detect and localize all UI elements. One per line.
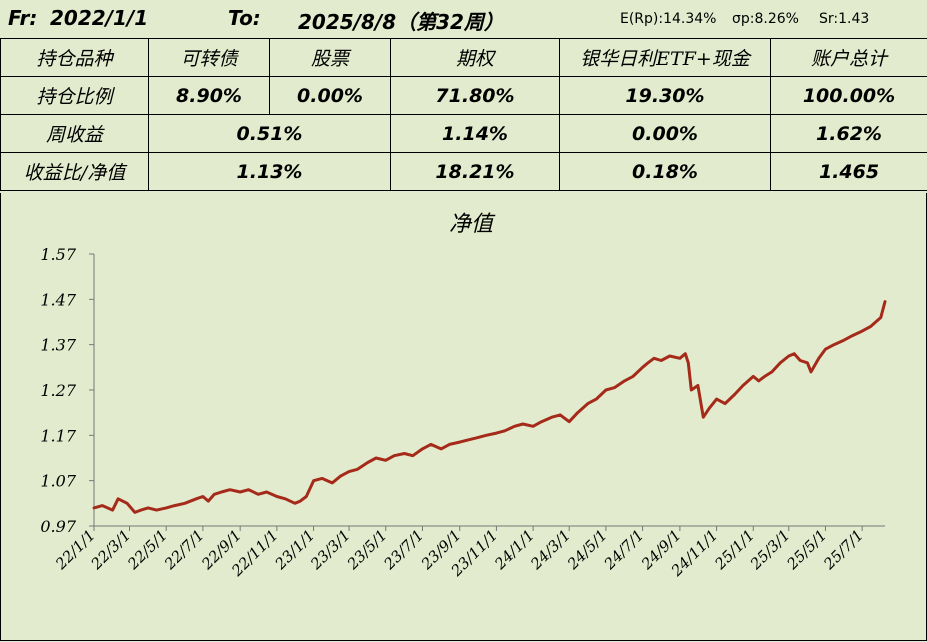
- table-cell: 0.18%: [559, 152, 771, 191]
- table-cell: 1.465: [770, 152, 927, 191]
- header-bar: Fr: 2022/1/1 To: 2025/8/8（第32周） E(Rp):14…: [0, 0, 927, 38]
- volatility: σp:8.26%: [732, 11, 799, 27]
- header-cell: 持仓品种: [0, 38, 149, 77]
- x-tick-label: 23/1/1: [271, 526, 319, 574]
- x-tick-label: 25/3/1: [746, 526, 794, 574]
- series-layer: [92, 300, 887, 514]
- x-tick-label: 25/1/1: [711, 526, 759, 574]
- header-cell: 股票: [269, 38, 391, 77]
- x-tick-label: 22/5/1: [123, 526, 171, 574]
- table-cell: 0.00%: [269, 76, 391, 115]
- row-label: 持仓比例: [0, 76, 149, 115]
- x-tick-label: 24/5/1: [563, 526, 611, 574]
- table-cell: 71.80%: [390, 76, 560, 115]
- table-cell: 1.13%: [148, 152, 391, 191]
- from-date: 2022/1/1: [50, 6, 149, 30]
- y-tick-label: 0.97: [40, 517, 76, 536]
- expected-return: E(Rp):14.34%: [620, 11, 717, 27]
- table-row: 周收益 0.51% 1.14% 0.00% 1.62%: [0, 114, 927, 153]
- sharpe-ratio: Sr:1.43: [819, 11, 870, 27]
- table-cell: 1.62%: [770, 114, 927, 153]
- x-tick-label: 22/3/1: [87, 526, 135, 574]
- y-axis: 0.97 1.07 1.17 1.27 1.37 1.47 1.57: [40, 245, 95, 536]
- table-cell: 18.21%: [390, 152, 560, 191]
- nav-series-line: [92, 300, 887, 514]
- x-tick-label: 22/7/1: [160, 526, 208, 574]
- table-cell: 100.00%: [770, 76, 927, 115]
- header-cell: 银华日利ETF+现金: [559, 38, 771, 77]
- x-tick-label: 24/1/1: [490, 526, 538, 574]
- row-label: 收益比/净值: [0, 152, 149, 191]
- table-cell: 19.30%: [559, 76, 771, 115]
- nav-line-chart: 净值 0.97 1.07 1.17 1.27 1.37 1.47 1.57 22/1/122…: [40, 212, 887, 580]
- chart-title: 净值: [449, 212, 496, 237]
- table-cell: 0.00%: [559, 114, 771, 153]
- to-date: 2025/8/8（第32周）: [298, 10, 504, 34]
- x-axis: 22/1/122/3/122/5/122/7/122/9/122/11/123/…: [51, 525, 885, 580]
- y-tick-label: 1.27: [40, 381, 76, 400]
- x-tick-label: 23/3/1: [306, 526, 354, 574]
- table-cell: 1.14%: [390, 114, 560, 153]
- y-tick-label: 1.47: [40, 290, 76, 309]
- header-cell: 期权: [390, 38, 560, 77]
- to-label: To:: [228, 6, 261, 30]
- y-tick-label: 1.17: [40, 426, 76, 445]
- table-cell: 0.51%: [148, 114, 391, 153]
- x-tick-label: 23/7/1: [380, 526, 428, 574]
- x-tick-label: 25/7/1: [819, 526, 867, 574]
- table-cell: 8.90%: [148, 76, 270, 115]
- row-label: 周收益: [0, 114, 149, 153]
- header-cell: 可转债: [148, 38, 270, 77]
- y-tick-label: 1.37: [40, 336, 76, 355]
- x-tick-label: 24/3/1: [526, 526, 574, 574]
- table-header-row: 持仓品种 可转债 股票 期权 银华日利ETF+现金 账户总计: [0, 38, 927, 77]
- chart-panel: 净值 0.97 1.07 1.17 1.27 1.37 1.47 1.57 22/1/1 22…: [0, 193, 927, 641]
- x-tick-label: 25/5/1: [783, 526, 831, 574]
- y-tick-label: 1.07: [40, 472, 76, 491]
- header-cell: 账户总计: [770, 38, 927, 77]
- x-tick-label: 24/7/1: [600, 526, 648, 574]
- from-label: Fr:: [8, 6, 38, 30]
- y-tick-label: 1.57: [40, 245, 76, 264]
- x-tick-label: 23/5/1: [343, 526, 391, 574]
- table-row: 持仓比例 8.90% 0.00% 71.80% 19.30% 100.00%: [0, 76, 927, 115]
- summary-table: 持仓品种 可转债 股票 期权 银华日利ETF+现金 账户总计 持仓比例 8.90…: [0, 38, 927, 191]
- table-row: 收益比/净值 1.13% 18.21% 0.18% 1.465: [0, 152, 927, 191]
